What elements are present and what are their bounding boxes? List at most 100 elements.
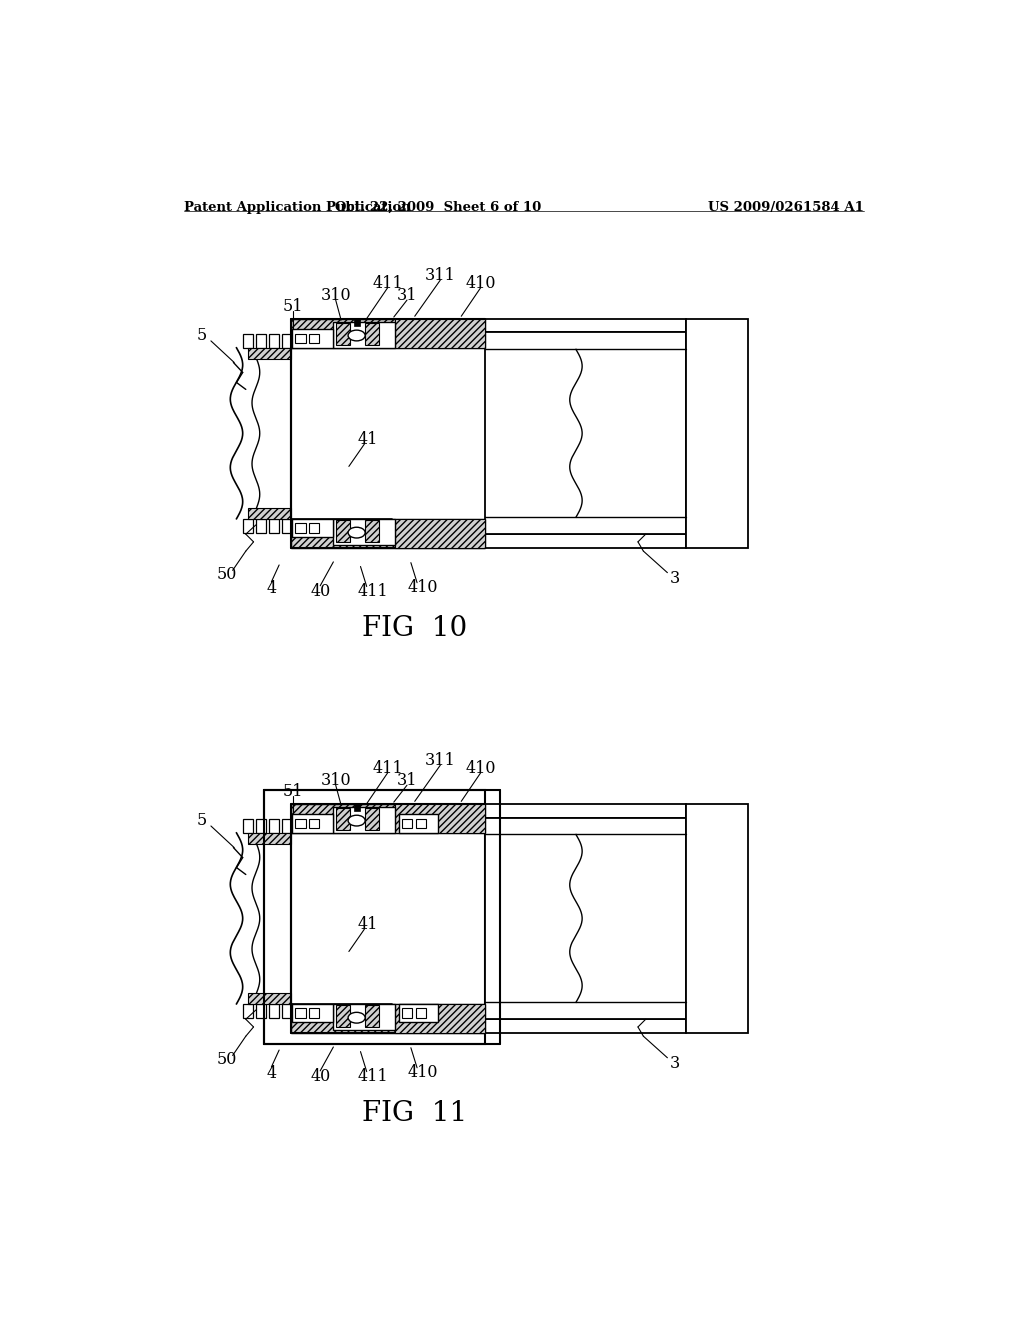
Text: 51: 51 bbox=[283, 783, 303, 800]
Bar bbox=[292, 519, 333, 537]
Bar bbox=[291, 1003, 484, 1034]
Bar bbox=[366, 1006, 379, 1027]
Text: 41: 41 bbox=[358, 916, 379, 933]
Bar bbox=[395, 804, 484, 833]
Bar bbox=[248, 833, 291, 843]
Bar bbox=[484, 817, 686, 1019]
Bar bbox=[291, 318, 484, 348]
Bar bbox=[336, 808, 349, 830]
Text: 40: 40 bbox=[310, 582, 331, 599]
Bar bbox=[243, 1003, 253, 1018]
Bar bbox=[309, 524, 318, 533]
Text: 51: 51 bbox=[283, 298, 303, 314]
Text: 411: 411 bbox=[357, 582, 388, 599]
Bar bbox=[283, 818, 292, 833]
Text: 31: 31 bbox=[396, 286, 417, 304]
Bar bbox=[334, 519, 395, 545]
Bar bbox=[334, 807, 395, 833]
Bar bbox=[484, 1019, 686, 1034]
Text: 3: 3 bbox=[670, 569, 680, 586]
Text: 4: 4 bbox=[266, 579, 276, 597]
Bar bbox=[334, 322, 395, 348]
Text: 5: 5 bbox=[197, 812, 207, 829]
Bar bbox=[256, 519, 266, 533]
Text: 410: 410 bbox=[408, 578, 437, 595]
Text: 311: 311 bbox=[425, 267, 456, 284]
Text: 410: 410 bbox=[465, 275, 496, 292]
Text: Oct. 22, 2009  Sheet 6 of 10: Oct. 22, 2009 Sheet 6 of 10 bbox=[335, 201, 541, 214]
Bar bbox=[484, 333, 686, 535]
Bar bbox=[295, 334, 306, 343]
Bar bbox=[401, 818, 413, 829]
Bar bbox=[686, 804, 748, 1034]
Text: 410: 410 bbox=[408, 1064, 437, 1081]
Bar bbox=[295, 818, 306, 829]
Bar bbox=[336, 323, 349, 345]
Bar bbox=[292, 1003, 333, 1022]
Bar bbox=[484, 804, 686, 817]
Text: 411: 411 bbox=[357, 1068, 388, 1085]
Text: 4: 4 bbox=[266, 1065, 276, 1081]
Text: 310: 310 bbox=[321, 772, 351, 789]
Bar bbox=[395, 519, 484, 548]
Bar bbox=[292, 330, 333, 348]
Bar bbox=[295, 524, 306, 533]
Bar bbox=[295, 1008, 306, 1018]
Bar bbox=[243, 519, 253, 533]
Bar bbox=[416, 1008, 426, 1018]
Text: 311: 311 bbox=[425, 752, 456, 770]
Bar bbox=[353, 318, 359, 326]
Bar bbox=[243, 334, 253, 348]
Bar bbox=[484, 535, 686, 548]
Bar bbox=[291, 519, 484, 548]
Bar bbox=[401, 1008, 413, 1018]
Bar bbox=[484, 318, 686, 333]
Bar bbox=[395, 318, 484, 348]
Text: 411: 411 bbox=[373, 275, 402, 292]
Text: 5: 5 bbox=[197, 327, 207, 345]
Ellipse shape bbox=[348, 1012, 366, 1023]
Bar bbox=[256, 334, 266, 348]
Text: 50: 50 bbox=[217, 1051, 238, 1068]
Text: US 2009/0261584 A1: US 2009/0261584 A1 bbox=[709, 201, 864, 214]
Ellipse shape bbox=[348, 330, 366, 341]
Ellipse shape bbox=[348, 816, 366, 826]
Bar bbox=[269, 1003, 280, 1018]
Bar bbox=[334, 1003, 395, 1030]
Bar bbox=[366, 520, 379, 543]
Text: Patent Application Publication: Patent Application Publication bbox=[183, 201, 411, 214]
Bar bbox=[248, 993, 291, 1003]
Bar bbox=[353, 804, 359, 812]
Text: 40: 40 bbox=[310, 1068, 331, 1085]
Ellipse shape bbox=[348, 527, 366, 539]
Bar bbox=[395, 1003, 484, 1034]
Bar bbox=[309, 818, 318, 829]
Text: 410: 410 bbox=[465, 760, 496, 776]
Text: 310: 310 bbox=[321, 286, 351, 304]
Bar bbox=[256, 1003, 266, 1018]
Bar bbox=[366, 808, 379, 830]
Bar bbox=[283, 334, 292, 348]
Bar bbox=[283, 519, 292, 533]
Bar bbox=[291, 804, 484, 833]
Text: 31: 31 bbox=[396, 772, 417, 789]
Bar bbox=[686, 318, 748, 548]
Bar bbox=[309, 1008, 318, 1018]
Bar bbox=[248, 348, 291, 359]
Bar bbox=[283, 1003, 292, 1018]
Bar bbox=[336, 520, 349, 543]
Text: 50: 50 bbox=[217, 566, 238, 582]
Bar bbox=[416, 818, 426, 829]
Bar bbox=[269, 334, 280, 348]
Bar bbox=[399, 1003, 438, 1022]
Bar bbox=[248, 508, 291, 519]
Text: 41: 41 bbox=[358, 430, 379, 447]
Bar bbox=[336, 1006, 349, 1027]
Bar bbox=[269, 519, 280, 533]
Bar bbox=[256, 818, 266, 833]
Text: 3: 3 bbox=[670, 1055, 680, 1072]
Text: FIG  10: FIG 10 bbox=[362, 615, 467, 642]
Bar bbox=[292, 814, 333, 833]
Bar bbox=[399, 814, 438, 833]
Bar bbox=[263, 789, 484, 1044]
